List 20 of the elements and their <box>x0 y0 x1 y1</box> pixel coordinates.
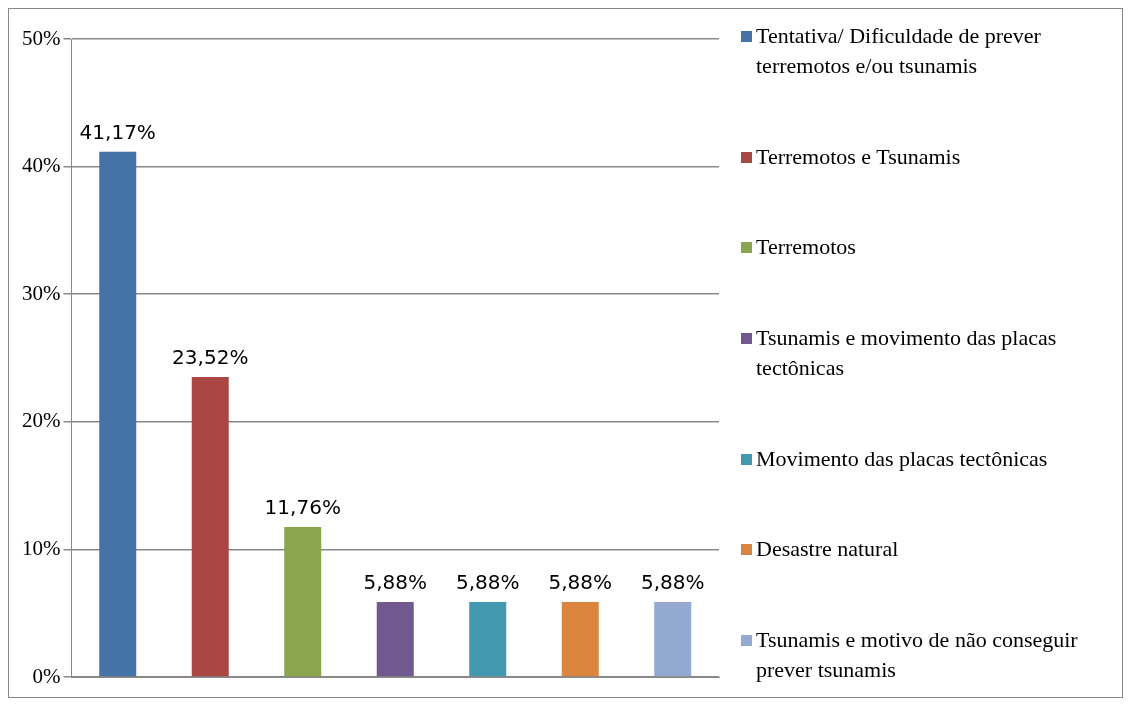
data-label: 5,88% <box>455 570 520 595</box>
y-tick-label: 10% <box>21 535 61 560</box>
y-tick-label: 0% <box>32 663 61 688</box>
y-tick-label: 20% <box>21 408 61 433</box>
data-label: 5,88% <box>548 570 613 595</box>
legend-label: Tentativa/ Dificuldade de prever terremotos e/ou tsunamis <box>756 22 1042 80</box>
data-label: 11,76% <box>264 495 341 520</box>
legend-label: Movimento das placas tectônicas <box>756 444 1048 473</box>
legend-label: Tsunamis e motivo de não conseguir prever tsunamis <box>756 625 1079 684</box>
y-tick-label: 50% <box>21 25 61 50</box>
data-label: 5,88% <box>640 570 705 595</box>
data-label: 23,52% <box>172 345 249 370</box>
data-label: 41,17% <box>79 119 156 144</box>
legend-label: Desastre natural <box>756 535 899 564</box>
legend-label: Terremotos e Tsunamis <box>756 142 961 171</box>
legend-label: Terremotos <box>756 233 856 262</box>
y-tick-label: 40% <box>21 153 61 178</box>
data-label: 5,88% <box>363 570 428 595</box>
legend-label: Tsunamis e movimento das placas tectônicas <box>756 323 1058 382</box>
y-tick-label: 30% <box>21 280 61 305</box>
